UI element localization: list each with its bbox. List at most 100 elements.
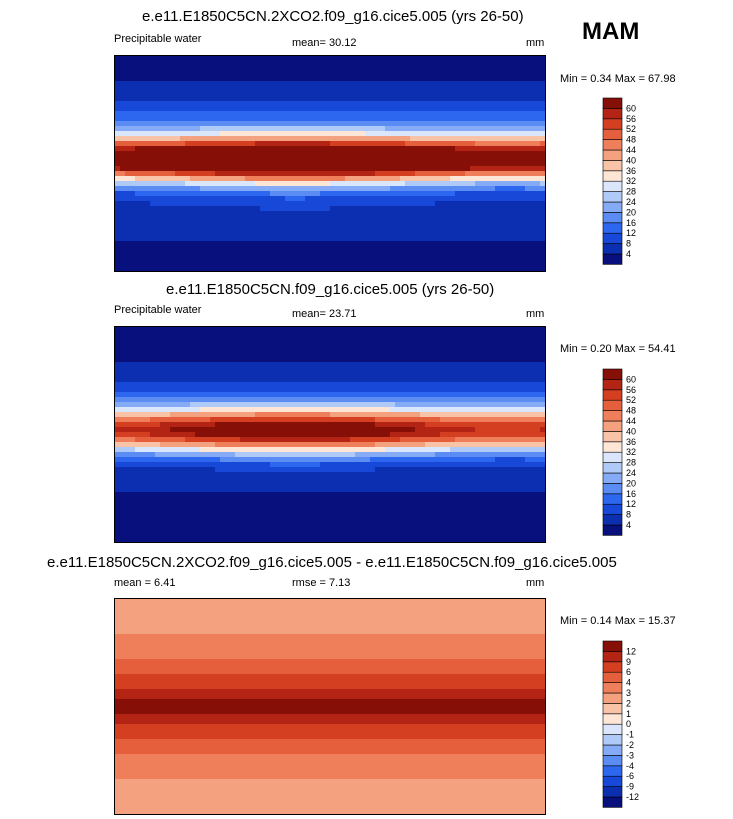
field-cell <box>180 382 186 388</box>
field-cell <box>430 256 436 262</box>
field-cell <box>165 161 171 167</box>
field-cell <box>190 372 196 378</box>
field-cell <box>520 111 526 117</box>
field-cell <box>115 156 121 162</box>
field-cell <box>245 266 251 271</box>
field-cell <box>300 106 306 112</box>
field-cell <box>175 206 181 212</box>
field-cell <box>310 367 316 373</box>
field-cell <box>200 101 206 107</box>
field-cell <box>275 382 281 388</box>
field-cell <box>120 216 126 222</box>
field-cell <box>490 342 496 348</box>
field-cell <box>480 146 486 152</box>
field-cell <box>140 131 146 137</box>
field-cell <box>325 56 331 62</box>
field-cell <box>510 96 516 102</box>
field-cell <box>380 66 386 72</box>
field-cell <box>375 372 381 378</box>
field-cell <box>275 196 281 202</box>
field-cell <box>350 332 356 338</box>
field-cell <box>120 161 126 167</box>
field-cell <box>305 156 311 162</box>
field-cell <box>465 191 471 197</box>
field-cell <box>315 196 321 202</box>
field-cell <box>375 392 381 398</box>
field-cell <box>525 226 531 232</box>
field-cell <box>485 126 491 132</box>
field-cell <box>480 101 486 107</box>
field-cell <box>190 251 196 257</box>
field-cell <box>200 176 206 182</box>
field-cell <box>220 151 226 157</box>
field-cell <box>420 206 426 212</box>
field-cell <box>125 367 131 373</box>
field-cell <box>260 392 266 398</box>
field-cell <box>530 96 536 102</box>
field-cell <box>320 126 326 132</box>
field-cell <box>165 387 171 393</box>
field-cell <box>385 342 391 348</box>
field-cell <box>365 266 371 271</box>
field-cell <box>300 166 306 172</box>
field-cell <box>535 196 541 202</box>
field-cell <box>530 332 536 338</box>
field-cell <box>120 357 126 363</box>
field-cell <box>460 136 466 142</box>
field-cell <box>225 131 231 137</box>
field-cell <box>310 61 316 67</box>
field-cell <box>455 337 461 343</box>
field-cell <box>320 387 326 393</box>
field-cell <box>525 61 531 67</box>
field-cell <box>225 96 231 102</box>
field-cell <box>250 246 256 252</box>
field-cell <box>125 236 131 242</box>
field-cell <box>485 261 491 267</box>
field-cell <box>190 176 196 182</box>
field-cell <box>525 332 531 338</box>
field-cell <box>240 166 246 172</box>
field-cell <box>275 211 281 217</box>
field-cell <box>260 367 266 373</box>
field-cell <box>270 226 276 232</box>
field-cell <box>390 387 396 393</box>
field-cell <box>530 91 536 97</box>
field-cell <box>420 382 426 388</box>
field-cell <box>425 56 431 62</box>
field-cell <box>365 362 371 368</box>
field-cell <box>235 216 241 222</box>
field-cell <box>440 141 446 147</box>
field-cell <box>360 86 366 92</box>
field-cell <box>490 136 496 142</box>
field-cell <box>125 327 131 333</box>
field-cell <box>435 372 441 378</box>
field-cell <box>425 131 431 137</box>
field-cell <box>450 191 456 197</box>
colorbar-box <box>602 212 623 224</box>
field-cell <box>350 397 356 403</box>
field-cell <box>270 342 276 348</box>
field-cell <box>505 101 511 107</box>
field-cell <box>365 231 371 237</box>
field-cell <box>335 266 341 271</box>
field-cell <box>370 382 376 388</box>
field-cell <box>290 357 296 363</box>
field-cell <box>380 156 386 162</box>
field-cell <box>190 56 196 62</box>
field-cell <box>115 131 121 137</box>
field-cell <box>340 352 346 358</box>
field-cell <box>325 261 331 267</box>
field-cell <box>525 136 531 142</box>
field-cell <box>535 241 541 247</box>
field-cell <box>140 251 146 257</box>
field-cell <box>480 337 486 343</box>
field-cell <box>220 166 226 172</box>
field-cell <box>210 151 216 157</box>
field-cell <box>235 66 241 72</box>
field-cell <box>465 121 471 127</box>
field-cell <box>325 251 331 257</box>
field-cell <box>350 141 356 147</box>
colorbar-box <box>602 180 623 192</box>
field-cell <box>270 332 276 338</box>
field-cell <box>215 61 221 67</box>
